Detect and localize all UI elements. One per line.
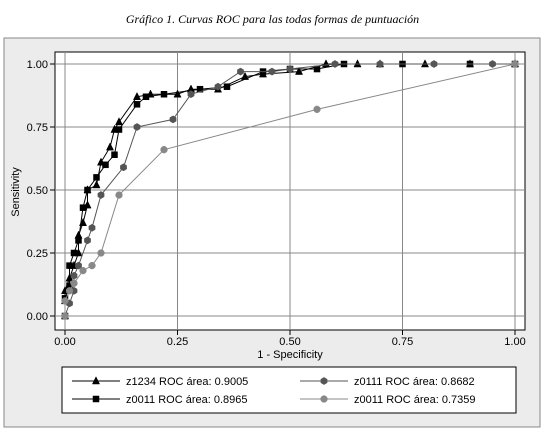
data-point — [93, 174, 100, 181]
data-point — [114, 117, 124, 126]
data-point — [79, 266, 87, 275]
data-point — [66, 262, 73, 269]
x-tick-label: 0.75 — [392, 336, 413, 348]
data-point — [286, 65, 294, 73]
data-point — [133, 123, 141, 131]
legend-label: z0011 ROC área: 0.7359 — [354, 394, 475, 406]
axes: 0.00 0.25 0.50 0.75 1.00 0.00 0.25 0.50 0.75 1.00 — [27, 59, 526, 348]
legend: z1234 ROC área: 0.9005 z0011 ROC área: 0.… — [72, 376, 475, 406]
y-axis-label: Sensitivity — [10, 167, 22, 217]
legend-item-4: z0011 ROC área: 0.7359 — [300, 394, 475, 406]
data-point — [105, 142, 115, 151]
data-point — [187, 90, 195, 99]
data-point — [142, 93, 150, 101]
data-point — [102, 161, 109, 169]
legend-item-2: z0011 ROC área: 0.8965 — [72, 394, 247, 406]
y-tick-label: 0.00 — [27, 311, 48, 323]
data-point — [92, 180, 101, 189]
data-point — [430, 60, 438, 68]
data-point — [70, 249, 78, 257]
data-point — [70, 279, 78, 287]
data-point — [133, 101, 141, 108]
figure-caption: Gráfico 1. Curvas ROC para las todas for… — [125, 12, 420, 26]
legend-label: z1234 ROC área: 0.9005 — [126, 376, 248, 388]
series-group — [60, 59, 520, 320]
data-point — [120, 163, 127, 172]
x-tick-label: 0.00 — [54, 336, 75, 348]
series-4 — [61, 60, 519, 320]
data-point — [61, 297, 69, 305]
data-point — [331, 60, 339, 68]
data-point — [313, 105, 321, 114]
data-point — [84, 186, 91, 194]
x-tick-label: 0.50 — [279, 336, 300, 348]
data-point — [214, 82, 222, 91]
data-point — [294, 66, 304, 75]
data-point — [65, 287, 74, 295]
data-point — [75, 237, 82, 244]
legend-marker — [320, 377, 328, 385]
data-point — [173, 89, 182, 98]
y-tick-label: 0.25 — [27, 248, 48, 260]
data-point — [313, 65, 321, 73]
data-point — [160, 90, 168, 98]
data-point — [75, 261, 82, 270]
data-point — [70, 271, 78, 280]
data-point — [376, 60, 384, 68]
data-point — [97, 249, 105, 257]
grid-lines — [55, 52, 525, 330]
data-point — [115, 126, 123, 133]
data-point — [97, 191, 105, 199]
data-point — [268, 67, 276, 76]
x-tick-label: 1.00 — [504, 336, 525, 348]
data-point — [237, 67, 244, 76]
y-tick-label: 0.75 — [27, 122, 48, 134]
y-tick-label: 1.00 — [27, 59, 48, 71]
legend-marker — [320, 395, 328, 403]
legend-item-1: z1234 ROC área: 0.9005 — [72, 376, 248, 388]
x-axis-label: 1 - Specificity — [257, 349, 323, 361]
data-point — [420, 59, 430, 68]
data-point — [489, 60, 496, 68]
legend-marker — [91, 376, 101, 385]
data-point — [223, 83, 231, 90]
legend-label: z0111 ROC área: 0.8682 — [354, 376, 475, 388]
legend-label: z0011 ROC área: 0.8965 — [126, 394, 247, 406]
data-point — [61, 312, 69, 320]
data-point — [88, 223, 96, 232]
data-point — [115, 191, 123, 199]
legend-marker — [92, 395, 100, 403]
x-tick-label: 0.25 — [167, 336, 188, 348]
data-point — [84, 236, 91, 245]
data-point — [353, 59, 362, 68]
y-tick-label: 0.50 — [27, 185, 48, 197]
legend-box — [61, 366, 517, 414]
legend-item-3: z0111 ROC área: 0.8682 — [300, 376, 475, 388]
data-point — [111, 151, 118, 158]
data-point — [511, 60, 519, 68]
data-point — [132, 92, 142, 101]
data-point — [169, 115, 177, 124]
data-point — [79, 204, 87, 211]
data-point — [160, 146, 168, 154]
data-point — [88, 261, 96, 270]
